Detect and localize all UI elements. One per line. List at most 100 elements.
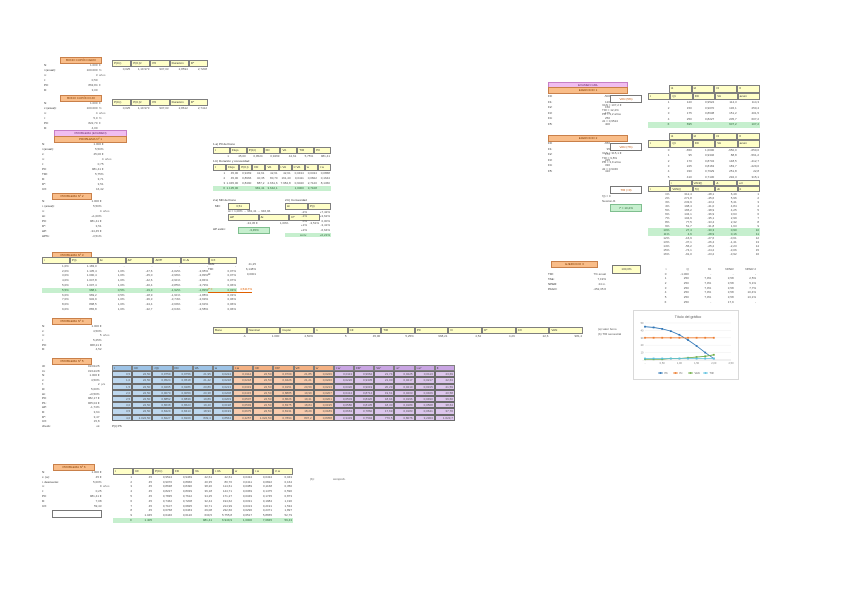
cell[interactable]: 232,66 xyxy=(222,508,232,513)
cell[interactable]: 148,5 xyxy=(729,158,737,163)
cell[interactable]: 7,0% xyxy=(704,281,712,286)
cell[interactable]: 36,18 xyxy=(204,489,212,494)
row-label[interactable]: c: xyxy=(42,152,45,156)
cell[interactable]: 0,8227 xyxy=(162,489,172,494)
cell[interactable]: 1 xyxy=(757,192,760,196)
cell[interactable]: 114,3 xyxy=(729,100,737,104)
cell[interactable]: 2,7208 xyxy=(197,67,208,71)
header-cell[interactable]: t²·VA xyxy=(291,164,305,171)
cell[interactable]: 7,7% xyxy=(749,285,757,290)
header-cell[interactable]: ΔP xyxy=(125,257,154,264)
row-label[interactable]: t0: xyxy=(42,364,46,368)
row-label[interactable]: F3: xyxy=(548,110,553,115)
cell[interactable]: 839,4 xyxy=(192,414,213,421)
cell[interactable]: 0,1984 xyxy=(262,498,272,503)
cell[interactable]: 2,32 xyxy=(730,220,737,224)
cell[interactable]: 1,0% xyxy=(62,263,69,268)
label-row[interactable]: Δi: +1,00% xyxy=(42,214,112,219)
cell[interactable]: 0,8358 xyxy=(313,414,334,421)
cell[interactable]: 969,2 xyxy=(89,292,97,297)
header-cell[interactable]: i% xyxy=(707,267,712,271)
cell[interactable]: 0,8966 xyxy=(182,479,192,484)
cell[interactable]: 42,61 xyxy=(288,154,297,158)
row-label[interactable]: F4: xyxy=(548,163,553,167)
row-value[interactable]: % xyxy=(99,106,102,110)
cell[interactable]: -27,6 xyxy=(707,236,715,240)
chart[interactable]: Título del gráfico -10 20 30 40 50-0,50 1,00 1,… xyxy=(633,310,739,380)
label-row[interactable]: F2: 150 xyxy=(548,105,610,111)
cell[interactable]: 0 xyxy=(664,271,667,276)
cell[interactable]: 5,75% xyxy=(304,154,314,158)
cell[interactable]: 16% xyxy=(663,252,670,256)
cell[interactable]: 5% xyxy=(665,208,670,212)
cell[interactable]: 16 xyxy=(755,252,760,256)
cell[interactable]: 2,5 xyxy=(112,395,133,403)
label-row[interactable]: Δi: +0,50% xyxy=(42,392,110,397)
header-cell[interactable]: Flujo xyxy=(229,147,247,154)
cell[interactable]: 0,0207 xyxy=(313,389,334,396)
cell[interactable]: -650,0 xyxy=(750,147,760,152)
cell[interactable]: 0,1475 xyxy=(262,489,272,494)
cell[interactable]: 6.949,9 xyxy=(221,517,232,522)
row-label[interactable]: F5: xyxy=(548,168,553,173)
cell[interactable]: 0,9426 xyxy=(273,377,294,384)
cell[interactable]: 27,4 xyxy=(685,228,692,232)
cell[interactable]: 330 xyxy=(686,169,692,174)
label-row[interactable]: F0: -500 xyxy=(548,94,610,100)
header-cell[interactable]: Δ xyxy=(714,180,738,186)
row-label[interactable]: c. (a): xyxy=(42,474,50,479)
cell[interactable]: 170 xyxy=(686,158,692,163)
cell[interactable]: -3,58% xyxy=(198,306,209,311)
cell[interactable]: 1.022,50 xyxy=(132,414,153,421)
header-cell[interactable]: FD xyxy=(263,147,281,154)
row-label[interactable]: tn: xyxy=(42,368,46,373)
cell[interactable]: Σ xyxy=(130,517,132,522)
cell[interactable]: 1.045,00 xyxy=(226,181,239,185)
label-row[interactable]: i: 5,25% xyxy=(42,338,112,343)
cell[interactable]: 2 xyxy=(664,281,667,286)
header-cell[interactable]: CF xyxy=(133,468,153,475)
row-value[interactable]: € xyxy=(99,101,101,105)
cell[interactable]: Σ xyxy=(667,122,670,126)
cell[interactable]: 3,58 xyxy=(727,295,734,300)
cell[interactable]: 250 xyxy=(683,290,689,295)
cell[interactable]: 0,0503 xyxy=(333,395,355,403)
cell[interactable]: 0,0414 xyxy=(333,389,355,396)
header-cell[interactable]: Δi xyxy=(97,257,126,264)
row-value[interactable]: 863,84 xyxy=(88,83,98,87)
row-label[interactable]: D: xyxy=(42,177,45,181)
label-row[interactable]: t: 0,50 xyxy=(44,78,108,83)
row-value[interactable]: 1.000 € xyxy=(91,199,102,203)
row-value[interactable]: años xyxy=(103,484,110,489)
cell[interactable]: 45 xyxy=(148,489,152,494)
cell[interactable]: 0,00% xyxy=(321,218,330,223)
cell[interactable]: -650 xyxy=(685,147,692,152)
cell[interactable]: -1,89% xyxy=(198,287,209,292)
cell[interactable]: -16,9 xyxy=(684,236,692,240)
cell[interactable]: 0,0315 xyxy=(414,383,435,390)
cell[interactable]: 1,897 xyxy=(284,508,292,513)
cell[interactable]: 6,49 xyxy=(730,192,737,196)
cell[interactable]: 0,0586 xyxy=(333,402,355,409)
cell[interactable]: -1,92% xyxy=(170,287,181,292)
cell[interactable]: 20,38 xyxy=(192,389,213,396)
row-value[interactable]: 3,47 xyxy=(93,414,100,419)
cell[interactable]: 3 xyxy=(223,181,226,185)
cell[interactable]: 1.047,8 xyxy=(86,278,97,283)
cell[interactable]: 0,0217 xyxy=(394,377,415,384)
header-cell[interactable]: Δi xyxy=(258,214,290,221)
cell[interactable]: 22,50 xyxy=(132,408,153,415)
cell[interactable]: 0,0313 xyxy=(242,503,252,508)
row-value[interactable]: -650 xyxy=(603,141,610,145)
row-value[interactable]: 5,50% xyxy=(94,147,104,151)
label-row[interactable]: ΔP%: -3,51% xyxy=(42,234,112,239)
cell[interactable]: 7,0% xyxy=(704,276,712,281)
cell[interactable]: 114,3 xyxy=(751,100,760,104)
row-value[interactable]: 7% anual xyxy=(593,272,606,276)
header-cell[interactable]: P(0,t) xyxy=(112,60,132,67)
cell[interactable]: 0,0210 xyxy=(394,383,415,390)
cell[interactable]: 0,9662 xyxy=(354,371,375,378)
cell[interactable]: 205,7 xyxy=(729,116,737,121)
right-orange-header-1[interactable]: EJERCICIO 1 xyxy=(548,87,628,94)
row-label[interactable]: F1: xyxy=(548,99,553,104)
